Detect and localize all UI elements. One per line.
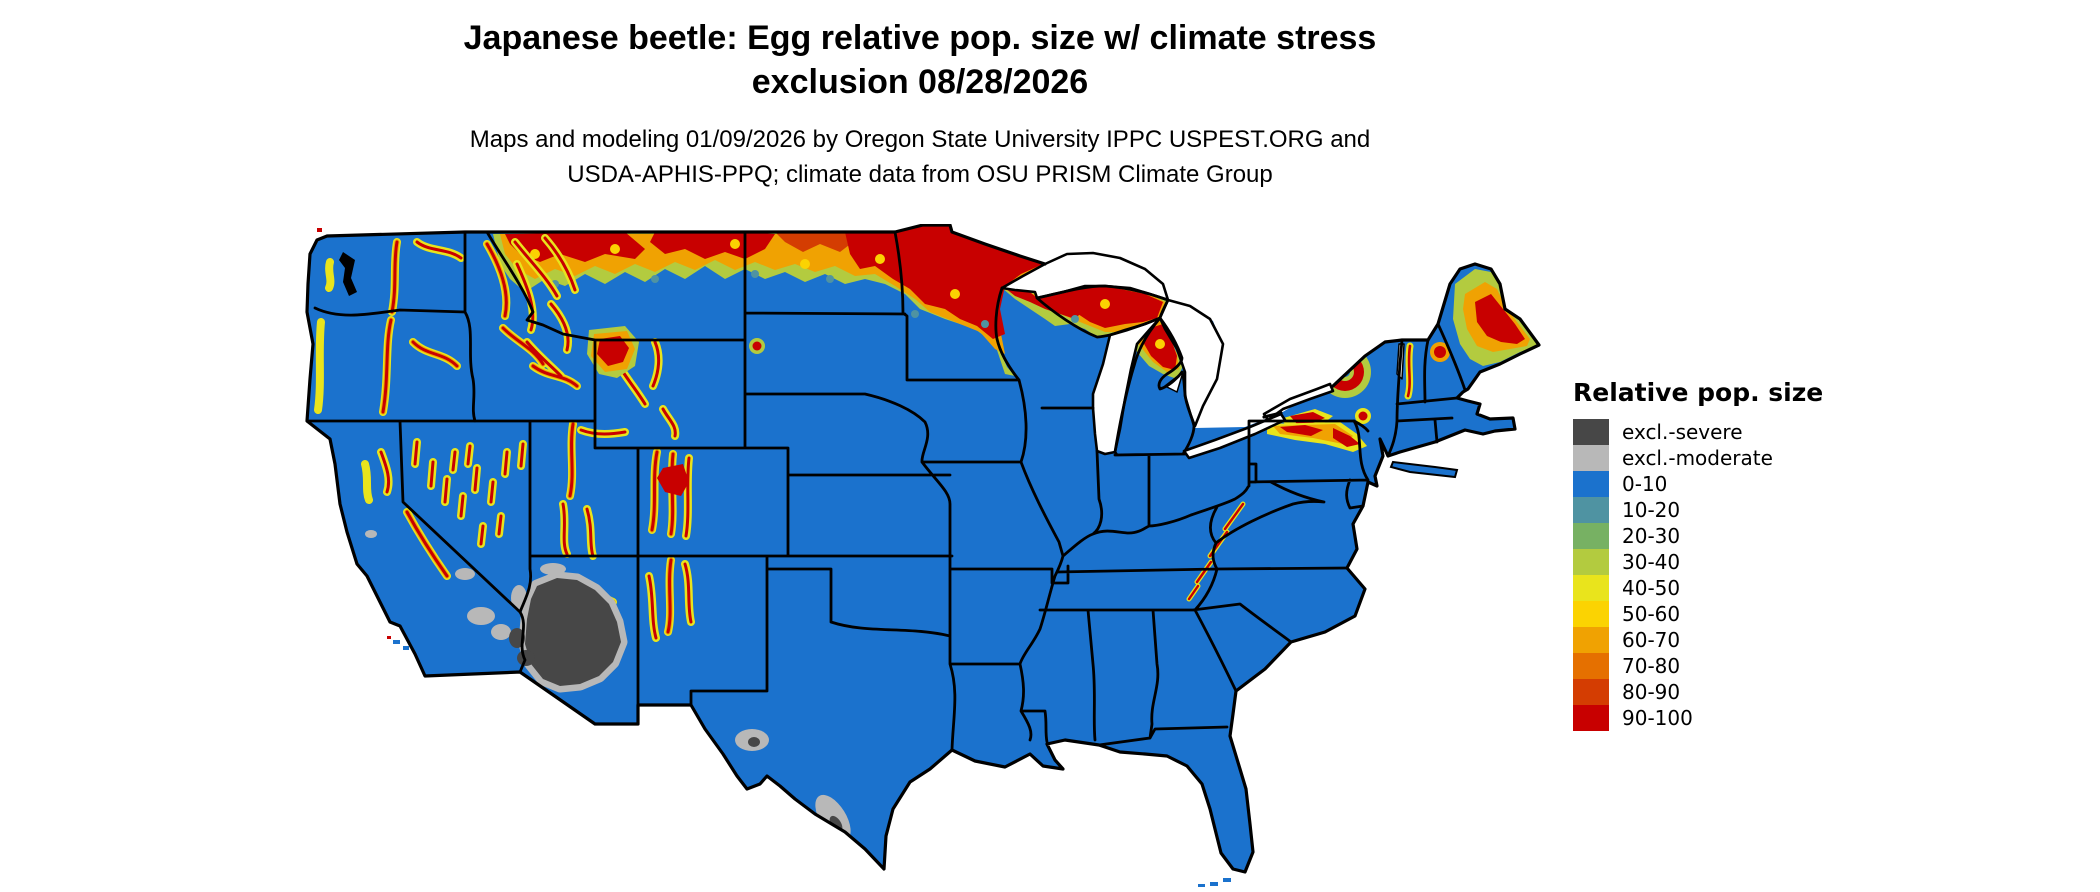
nevada-tip-moderate <box>540 563 566 575</box>
map-title: Japanese beetle: Egg relative pop. size … <box>230 16 1610 104</box>
legend-row: 80-90 <box>1573 679 1823 705</box>
hotspot-appalachian-ridge <box>1186 501 1246 602</box>
owens-valley-moderate <box>455 568 475 580</box>
hotspot-green-mountains <box>1404 342 1414 400</box>
davis-mountains-severe <box>748 737 760 747</box>
legend-row: 70-80 <box>1573 653 1823 679</box>
band-red-minnesota <box>845 225 1043 339</box>
hotspot-maine <box>1453 269 1537 366</box>
legend-label: excl.-moderate <box>1622 446 1773 470</box>
legend-swatch-90-100 <box>1573 705 1609 731</box>
legend-row: 10-20 <box>1573 497 1823 523</box>
band-red-nd <box>775 232 853 252</box>
maine-red <box>1475 294 1525 344</box>
legend-label: excl.-severe <box>1622 420 1743 444</box>
legend-row: 30-40 <box>1573 549 1823 575</box>
legend-swatch-50-60 <box>1573 601 1609 627</box>
band-red-montana-west <box>505 232 645 262</box>
coastline <box>305 224 1541 874</box>
legend-label: 60-70 <box>1622 628 1681 652</box>
florida-keys <box>1198 878 1231 887</box>
us-map <box>305 224 1555 889</box>
map-title-line1: Japanese beetle: Egg relative pop. size … <box>463 19 1377 57</box>
legend-swatch-60-70 <box>1573 627 1609 653</box>
colorado-red-blob <box>657 464 689 496</box>
central-valley-moderate <box>365 530 377 538</box>
pa-red-west <box>1280 425 1323 436</box>
legend-row: 90-100 <box>1573 705 1823 731</box>
channel-islands <box>387 636 409 650</box>
long-island <box>1389 460 1459 479</box>
green-mtns-red <box>1406 344 1412 398</box>
map-subtitle: Maps and modeling 01/09/2026 by Oregon S… <box>230 122 1610 192</box>
legend-label: 30-40 <box>1622 550 1681 574</box>
hotspot-north-pennsylvania <box>1267 422 1367 452</box>
legend-label: 90-100 <box>1622 706 1693 730</box>
map-title-line2: exclusion 08/28/2026 <box>751 63 1089 101</box>
legend-label: 70-80 <box>1622 654 1681 678</box>
legend-swatch-0-10 <box>1573 471 1609 497</box>
band-red-upper-peninsula <box>1067 286 1163 328</box>
mojave-moderate <box>467 607 495 625</box>
legend-swatch-40-50 <box>1573 575 1609 601</box>
legend-row: 60-70 <box>1573 627 1823 653</box>
us-map-svg <box>305 224 1541 887</box>
legend-swatch-30-40 <box>1573 549 1609 575</box>
mojave-moderate-2 <box>491 624 511 640</box>
long-island-shape <box>1389 460 1459 479</box>
legend-label: 40-50 <box>1622 576 1681 600</box>
puget-sound <box>339 252 357 296</box>
legend-row: 40-50 <box>1573 575 1823 601</box>
yellowstone-red <box>597 336 629 366</box>
legend-row: excl.-severe <box>1573 419 1823 445</box>
legend-row: excl.-moderate <box>1573 445 1823 471</box>
se-california-severe-2 <box>517 650 535 666</box>
legend-row: 20-30 <box>1573 523 1823 549</box>
legend-row: 50-60 <box>1573 601 1823 627</box>
legend-swatch-excl-moderate <box>1573 445 1609 471</box>
black-hills-red <box>752 341 762 351</box>
legend-swatch-excl-severe <box>1573 419 1609 445</box>
legend-label: 20-30 <box>1622 524 1681 548</box>
catskills-red <box>1358 411 1368 421</box>
pa-red-east <box>1333 428 1360 447</box>
legend: Relative pop. size excl.-severe excl.-mo… <box>1573 378 1823 731</box>
legend-label: 10-20 <box>1622 498 1681 522</box>
legend-swatch-80-90 <box>1573 679 1609 705</box>
hotspot-western-ridges <box>314 234 695 642</box>
arizona-severe <box>525 578 621 686</box>
hotspot-colorado-rockies <box>657 464 689 496</box>
legend-swatch-10-20 <box>1573 497 1609 523</box>
legend-title: Relative pop. size <box>1573 378 1824 407</box>
hotspot-black-hills <box>749 338 765 354</box>
map-subtitle-line1: Maps and modeling 01/09/2026 by Oregon S… <box>469 126 1371 153</box>
white-mtns-red <box>1434 346 1446 358</box>
adirondack-inner <box>1336 363 1354 381</box>
header: Japanese beetle: Egg relative pop. size … <box>230 0 1610 192</box>
legend-swatch-70-80 <box>1573 653 1609 679</box>
hotspot-white-mountains <box>1430 342 1450 362</box>
nw-coast-speck <box>317 228 322 232</box>
legend-row: 0-10 <box>1573 471 1823 497</box>
state-borders <box>305 230 1467 752</box>
ridges-red-core <box>379 236 693 640</box>
appalachian-red <box>1187 502 1245 601</box>
legend-label: 50-60 <box>1622 602 1681 626</box>
legend-label: 80-90 <box>1622 680 1681 704</box>
legend-swatch-20-30 <box>1573 523 1609 549</box>
map-subtitle-line2: USDA-APHIS-PPQ; climate data from OSU PR… <box>567 161 1273 188</box>
legend-label: 0-10 <box>1622 472 1668 496</box>
